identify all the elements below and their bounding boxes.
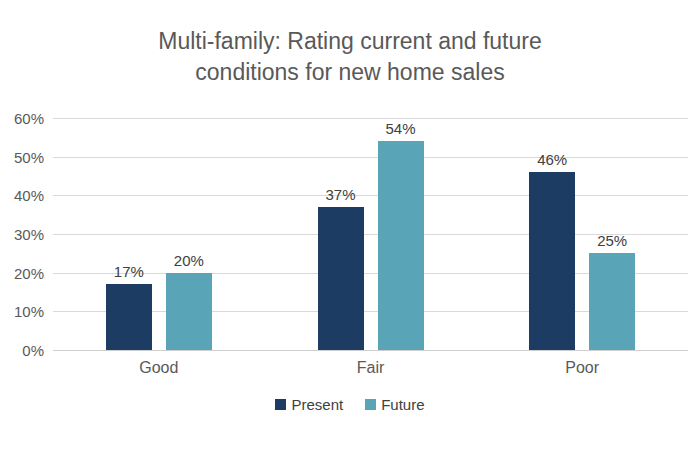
gridline [53,118,688,119]
category-label: Fair [357,359,385,377]
chart-title: Multi-family: Rating current and future … [0,26,700,88]
bar-value-label: 25% [597,232,627,253]
bar-future [589,253,635,350]
bar-future [166,273,212,350]
gridline [53,195,688,196]
bar-value-label: 20% [174,252,204,273]
bar-value-label: 17% [114,263,144,284]
category-label: Poor [565,359,599,377]
chart-title-text: Multi-family: Rating current and future … [115,26,585,88]
legend-swatch [365,399,376,410]
gridline [53,234,688,235]
bar-value-label: 46% [537,151,567,172]
plot-area: 0%10%20%30%40%50%60%17%20%Good37%54%Fair… [53,118,688,351]
gridline [53,157,688,158]
y-tick-label: 50% [14,148,44,165]
legend-item-present: Present [275,396,343,413]
y-tick-label: 40% [14,187,44,204]
y-tick-label: 20% [14,264,44,281]
bar-present [318,207,364,350]
legend-label: Future [381,396,424,413]
y-tick-label: 0% [22,342,44,359]
bar-future [378,141,424,350]
legend-item-future: Future [365,396,424,413]
bar-present [106,284,152,350]
bar-chart: Multi-family: Rating current and future … [0,0,700,450]
category-label: Good [139,359,178,377]
legend-swatch [275,399,286,410]
bar-value-label: 54% [385,120,415,141]
legend-label: Present [291,396,343,413]
bar-value-label: 37% [325,186,355,207]
y-tick-label: 30% [14,226,44,243]
y-tick-label: 60% [14,110,44,127]
bar-present [529,172,575,350]
y-tick-label: 10% [14,303,44,320]
legend: Present Future [0,396,700,413]
